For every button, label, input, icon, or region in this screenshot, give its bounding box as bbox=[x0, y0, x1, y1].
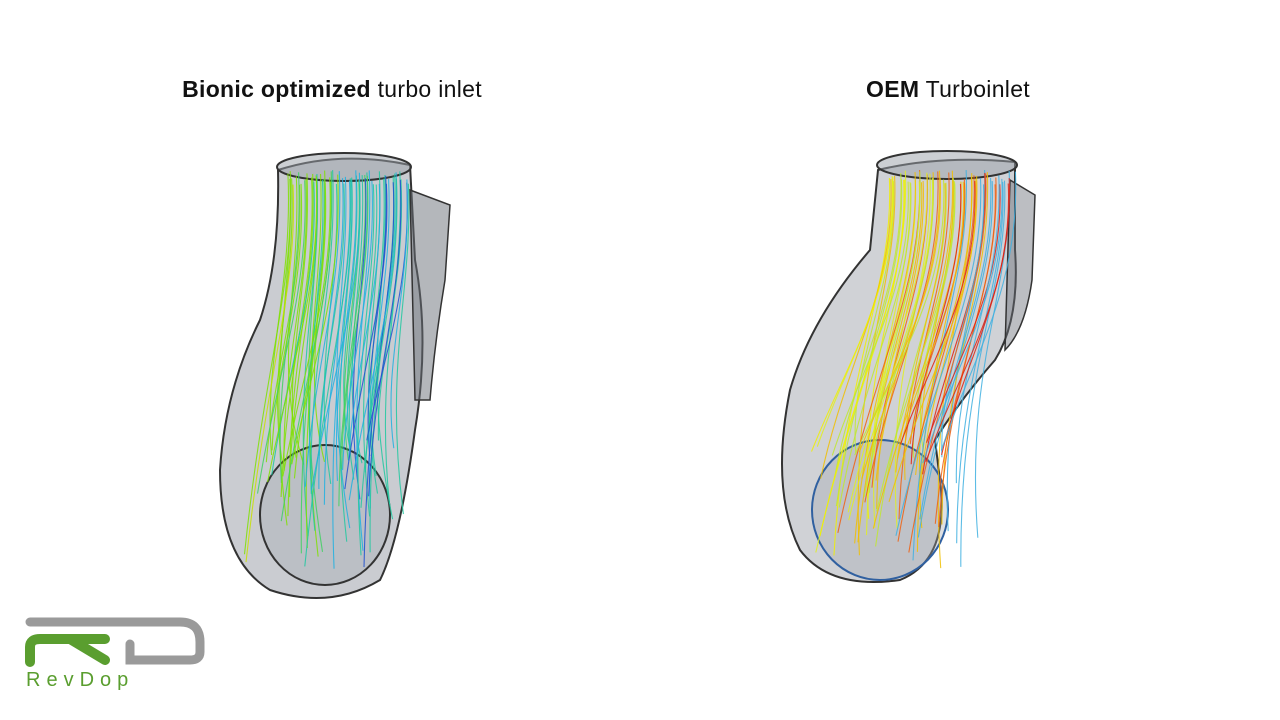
streamline bbox=[390, 179, 408, 449]
streamline bbox=[960, 180, 1006, 567]
streamline bbox=[395, 183, 410, 515]
streamline bbox=[857, 182, 923, 543]
streamline bbox=[323, 183, 338, 484]
streamline bbox=[955, 175, 1000, 484]
streamline bbox=[352, 178, 367, 500]
streamline bbox=[245, 184, 295, 563]
streamline bbox=[346, 183, 361, 480]
inlet-side-port bbox=[409, 188, 451, 401]
streamline bbox=[888, 175, 978, 503]
streamline bbox=[377, 179, 403, 441]
streamline bbox=[304, 178, 352, 567]
left-title: Bionic optimized turbo inlet bbox=[182, 76, 482, 103]
streamline bbox=[917, 181, 994, 538]
inlet-outlet-opening bbox=[811, 439, 949, 581]
streamline bbox=[916, 181, 965, 552]
streamline bbox=[908, 173, 987, 553]
streamline bbox=[323, 180, 351, 505]
streamline bbox=[309, 173, 322, 557]
left-title-rest: turbo inlet bbox=[370, 76, 482, 102]
streamline bbox=[360, 178, 398, 508]
bionic-inlet-cfd-image bbox=[218, 152, 451, 599]
streamline bbox=[863, 178, 934, 497]
streamline bbox=[341, 175, 369, 470]
streamline bbox=[304, 171, 341, 487]
streamline bbox=[363, 182, 395, 568]
inlet-top-opening bbox=[876, 150, 1018, 180]
streamline bbox=[277, 178, 293, 461]
streamline bbox=[302, 173, 319, 536]
right-title-rest: Turboinlet bbox=[919, 76, 1030, 102]
streamline bbox=[283, 179, 308, 471]
streamline bbox=[338, 174, 366, 507]
streamlines bbox=[811, 170, 1017, 569]
streamline bbox=[347, 183, 381, 461]
streamline bbox=[280, 171, 333, 522]
streamline bbox=[858, 177, 942, 453]
streamline bbox=[854, 179, 945, 456]
streamline bbox=[834, 173, 902, 478]
streamline bbox=[310, 170, 334, 494]
streamline bbox=[367, 175, 387, 457]
streamline bbox=[271, 183, 303, 451]
left-title-bold: Bionic optimized bbox=[182, 76, 371, 102]
streamline bbox=[848, 178, 934, 521]
streamline bbox=[342, 180, 373, 471]
streamline bbox=[941, 183, 1010, 456]
streamline bbox=[940, 171, 1017, 451]
streamline bbox=[904, 183, 946, 481]
streamline bbox=[868, 171, 921, 493]
streamline bbox=[256, 180, 306, 494]
streamline bbox=[271, 181, 315, 476]
streamline bbox=[854, 181, 895, 454]
streamline bbox=[838, 183, 912, 508]
streamline bbox=[956, 181, 1004, 544]
streamline bbox=[909, 178, 966, 445]
streamline bbox=[384, 171, 401, 504]
streamline bbox=[357, 184, 375, 556]
logo-gray-arc bbox=[25, 617, 205, 665]
streamline bbox=[344, 183, 388, 490]
inlet-top-opening bbox=[276, 152, 412, 182]
streamline bbox=[912, 170, 968, 561]
streamline bbox=[318, 183, 345, 456]
streamline bbox=[291, 174, 339, 465]
streamline bbox=[368, 180, 402, 497]
streamline bbox=[847, 172, 928, 513]
streamline bbox=[899, 181, 976, 445]
right-title: OEM Turboinlet bbox=[866, 76, 1030, 103]
streamline bbox=[819, 179, 906, 537]
streamline bbox=[287, 176, 318, 517]
streamline bbox=[282, 177, 331, 477]
streamline bbox=[919, 178, 977, 493]
streamline bbox=[926, 184, 1001, 443]
streamline bbox=[339, 177, 353, 542]
logo-wordmark: RevDop bbox=[26, 669, 134, 691]
streamline bbox=[835, 179, 903, 507]
streamline bbox=[919, 177, 992, 520]
streamline bbox=[363, 184, 378, 517]
streamline bbox=[925, 178, 1011, 462]
streamline bbox=[898, 172, 950, 520]
streamline bbox=[831, 181, 909, 456]
right-title-bold: OEM bbox=[866, 76, 920, 102]
streamline bbox=[291, 173, 309, 458]
streamline bbox=[918, 180, 954, 529]
streamline bbox=[922, 178, 1003, 464]
streamlines bbox=[243, 170, 410, 569]
streamline bbox=[820, 179, 892, 479]
streamline bbox=[937, 173, 973, 569]
oem-inlet-cfd-image bbox=[781, 150, 1036, 583]
inlet-side-port bbox=[1004, 178, 1036, 352]
streamline bbox=[895, 178, 982, 536]
streamline bbox=[938, 184, 996, 528]
streamline bbox=[876, 181, 956, 512]
streamline bbox=[811, 177, 894, 452]
streamline bbox=[861, 170, 941, 480]
streamline bbox=[894, 173, 931, 529]
logo-green-r bbox=[25, 634, 110, 667]
streamline bbox=[308, 179, 324, 531]
revdop-logo: RevDop bbox=[25, 617, 205, 691]
